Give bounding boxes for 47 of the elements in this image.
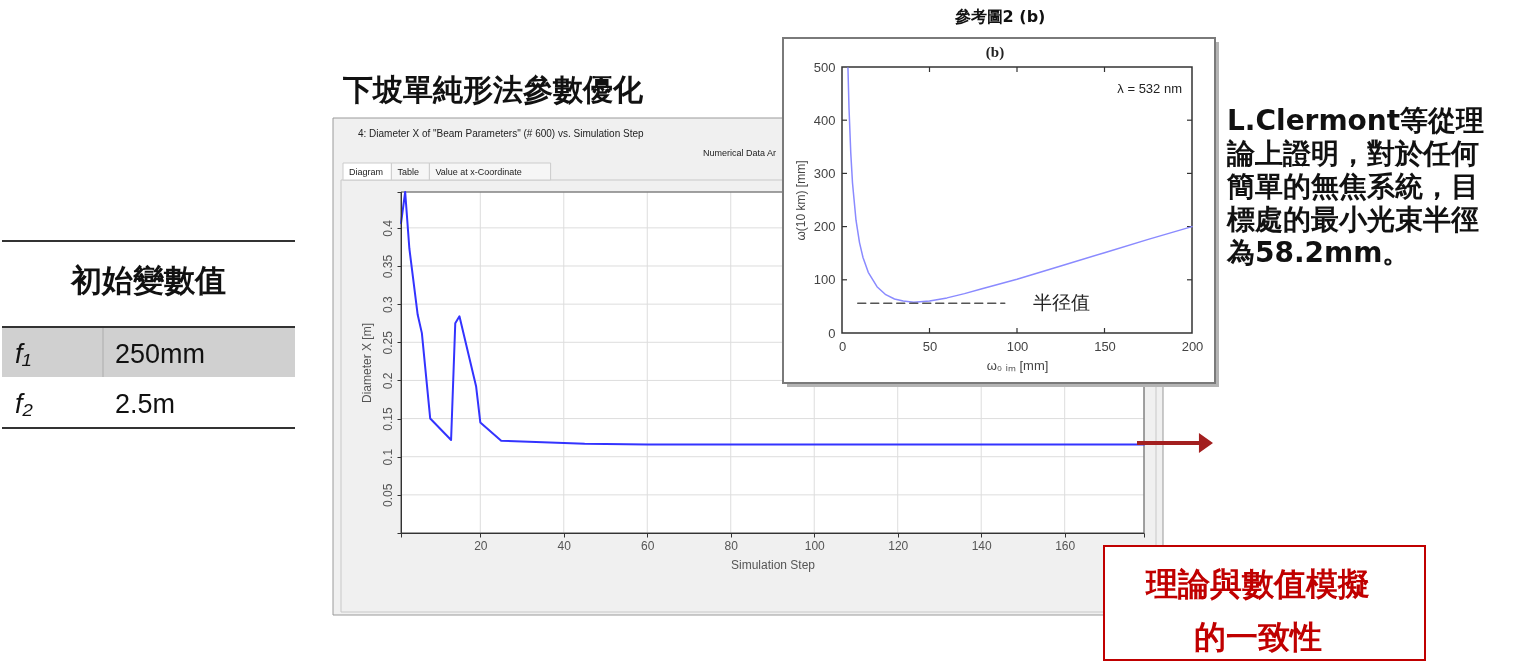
text: L.Clermont等從理論上證明，對於任何簡單的無焦系統，目標處的最小光束半徑為58.2mm。 (1226, 104, 1485, 269)
y-tick-label: 0.05 (380, 483, 395, 508)
y-axis-title: ω(10 km) [mm] (793, 160, 808, 241)
x-axis-title: ω₀ ᵢₘ [mm] (986, 357, 1049, 373)
x-tick-label: 160 (1055, 538, 1076, 553)
chart-title: 參考圖2 (b) (953, 7, 1046, 26)
y-tick-label: 0.4 (380, 219, 395, 237)
text: 初始變數值 (69, 262, 226, 298)
x-tick-label: 80 (724, 538, 739, 553)
x-axis-title: Simulation Step (730, 557, 816, 572)
y-tick-label: 0.15 (380, 407, 395, 431)
x-tick-label: 0 (838, 338, 847, 354)
y-tick-label: 0.3 (380, 295, 395, 313)
text: Numerical Data Ar (703, 148, 777, 158)
text: 理論與數值模擬的一致性 (1145, 565, 1370, 656)
x-tick-label: 120 (888, 538, 909, 553)
y-tick-label: 400 (813, 112, 836, 128)
x-tick-label: 100 (1006, 338, 1029, 354)
x-tick-label: 50 (922, 338, 938, 354)
y-tick-label: 0 (828, 325, 836, 341)
y-tick-label: 0.25 (380, 330, 395, 355)
x-tick-label: 60 (641, 538, 655, 553)
text: Diagram (349, 167, 384, 177)
y-tick-label: 300 (813, 165, 836, 181)
x-tick-label: 140 (971, 538, 993, 553)
text: Value at x-Coordinate (435, 167, 522, 177)
text: f₁ (15, 339, 32, 369)
annotation: λ = 532 nm (1117, 81, 1182, 96)
x-tick-label: 200 (1181, 338, 1204, 354)
text: 2.5m (115, 389, 176, 419)
y-axis-title: Diameter X [m] (359, 322, 374, 404)
x-tick-label: 40 (557, 538, 572, 553)
chart-title: 下坡單純形法參數優化 (342, 72, 644, 107)
y-tick-label: 0.2 (380, 372, 395, 390)
chart-subtitle: 4: Diameter X of "Beam Parameters" (# 600) vs. Simulation Step (358, 128, 644, 139)
y-tick-label: 100 (813, 272, 836, 288)
x-tick-label: 150 (1094, 338, 1116, 354)
y-tick-label: 500 (813, 59, 836, 75)
y-tick-label: 0.35 (380, 254, 395, 279)
chart-subtitle: (b) (985, 44, 1005, 61)
annotation: 半径值 (1032, 291, 1090, 314)
y-tick-label: 0.1 (380, 448, 395, 466)
y-tick-label: 200 (813, 219, 836, 235)
x-tick-label: 20 (474, 538, 488, 553)
text: Table (397, 167, 419, 177)
text: f₂ (15, 389, 34, 419)
text: 250mm (115, 339, 206, 369)
